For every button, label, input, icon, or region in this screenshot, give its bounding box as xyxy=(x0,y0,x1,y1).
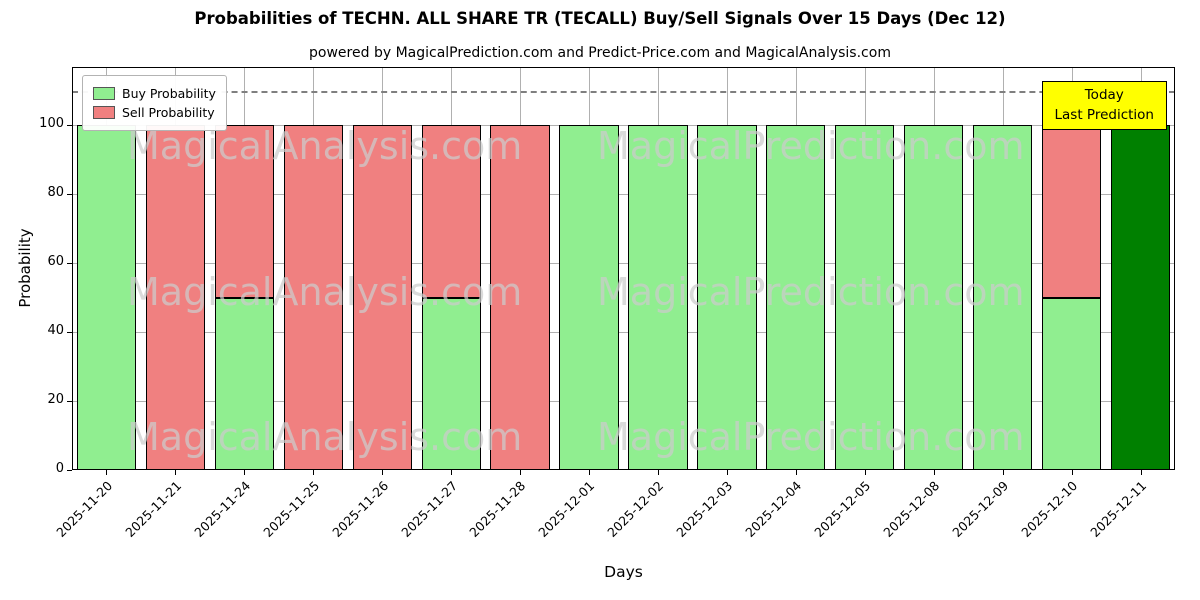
x-tick-label: 2025-11-24 xyxy=(190,478,253,540)
bar-buy-segment xyxy=(697,125,757,470)
x-tick-label: 2025-12-04 xyxy=(742,478,805,540)
y-tick-mark xyxy=(67,125,72,127)
y-tick-mark xyxy=(67,470,72,471)
today-annotation: Today Last Prediction xyxy=(1041,81,1167,130)
legend: Buy Probability Sell Probability xyxy=(82,75,227,131)
bar-buy-segment xyxy=(559,125,619,470)
x-tick-label: 2025-12-11 xyxy=(1087,478,1150,540)
bar-buy-segment xyxy=(628,125,688,470)
bar-sell-segment xyxy=(352,125,412,470)
legend-label: Sell Probability xyxy=(122,105,215,120)
x-tick-mark xyxy=(795,470,797,475)
bar-sell-segment xyxy=(490,125,550,470)
bar-sell-segment xyxy=(1041,125,1102,298)
x-tick-mark xyxy=(451,470,453,475)
bar-buy-segment xyxy=(835,125,895,470)
bar-buy-segment xyxy=(1041,297,1102,470)
legend-item: Sell Probability xyxy=(93,105,216,120)
bar-today-segment xyxy=(1110,125,1171,470)
annotation-line1: Today xyxy=(1084,87,1124,103)
x-tick-mark xyxy=(1140,470,1142,475)
x-tick-mark xyxy=(726,470,728,475)
x-tick-label: 2025-11-25 xyxy=(259,478,322,540)
y-tick-mark xyxy=(67,332,72,334)
y-gridline xyxy=(72,332,1175,334)
y-tick-label: 20 xyxy=(47,392,64,408)
y-tick-label: 60 xyxy=(47,254,64,270)
x-tick-label: 2025-11-21 xyxy=(122,478,185,540)
x-tick-label: 2025-11-20 xyxy=(53,478,116,540)
bar-buy-segment xyxy=(766,125,826,470)
bar-buy-segment xyxy=(421,297,481,470)
x-tick-label: 2025-11-28 xyxy=(466,478,529,540)
sell-swatch xyxy=(93,106,115,119)
x-tick-label: 2025-12-10 xyxy=(1018,478,1081,540)
bar-buy-segment xyxy=(973,125,1033,470)
dashed-reference-line xyxy=(72,90,1175,93)
x-tick-mark xyxy=(933,470,935,475)
y-tick-label: 40 xyxy=(47,323,64,339)
x-tick-mark xyxy=(244,470,246,475)
x-tick-mark xyxy=(313,470,315,475)
y-tick-label: 80 xyxy=(47,185,64,201)
x-tick-label: 2025-12-08 xyxy=(880,478,943,540)
bar-buy-segment xyxy=(904,125,964,470)
x-tick-label: 2025-12-01 xyxy=(535,478,598,540)
legend-label: Buy Probability xyxy=(122,86,216,101)
x-tick-label: 2025-12-05 xyxy=(811,478,874,540)
y-tick-label: 0 xyxy=(55,461,64,476)
x-tick-mark xyxy=(1071,470,1073,475)
x-tick-mark xyxy=(175,470,177,475)
x-tick-label: 2025-11-26 xyxy=(328,478,391,540)
x-tick-label: 2025-12-03 xyxy=(673,478,736,540)
bar-sell-segment xyxy=(283,125,343,470)
y-tick-label: 100 xyxy=(39,116,64,132)
bar-buy-segment xyxy=(214,297,274,470)
chart-subtitle: powered by MagicalPrediction.com and Pre… xyxy=(309,45,891,61)
chart-title: Probabilities of TECHN. ALL SHARE TR (TE… xyxy=(194,9,1006,28)
y-tick-mark xyxy=(67,401,72,403)
x-tick-mark xyxy=(382,470,384,475)
annotation-line2: Last Prediction xyxy=(1054,107,1154,124)
x-tick-mark xyxy=(864,470,866,475)
y-gridline xyxy=(72,263,1175,265)
legend-item: Buy Probability xyxy=(93,86,216,101)
bar-sell-segment xyxy=(145,125,206,470)
x-tick-label: 2025-11-27 xyxy=(397,478,460,540)
x-tick-label: 2025-12-09 xyxy=(949,478,1012,540)
y-tick-mark xyxy=(67,263,72,265)
bar-sell-segment xyxy=(214,125,274,298)
plot-area: MagicalAnalysis.com MagicalPrediction.com… xyxy=(72,67,1175,470)
y-gridline xyxy=(72,194,1175,196)
x-tick-mark xyxy=(106,470,108,475)
buy-swatch xyxy=(93,87,115,100)
x-tick-mark xyxy=(657,470,659,475)
x-tick-label: 2025-12-02 xyxy=(604,478,667,540)
bar-buy-segment xyxy=(76,125,137,470)
x-tick-mark xyxy=(520,470,522,475)
y-gridline xyxy=(72,125,1175,127)
y-tick-mark xyxy=(67,194,72,196)
y-gridline xyxy=(72,401,1175,403)
x-tick-mark xyxy=(1002,470,1004,475)
x-axis-label: Days xyxy=(604,563,643,581)
bar-sell-segment xyxy=(421,125,481,298)
x-tick-mark xyxy=(589,470,591,475)
